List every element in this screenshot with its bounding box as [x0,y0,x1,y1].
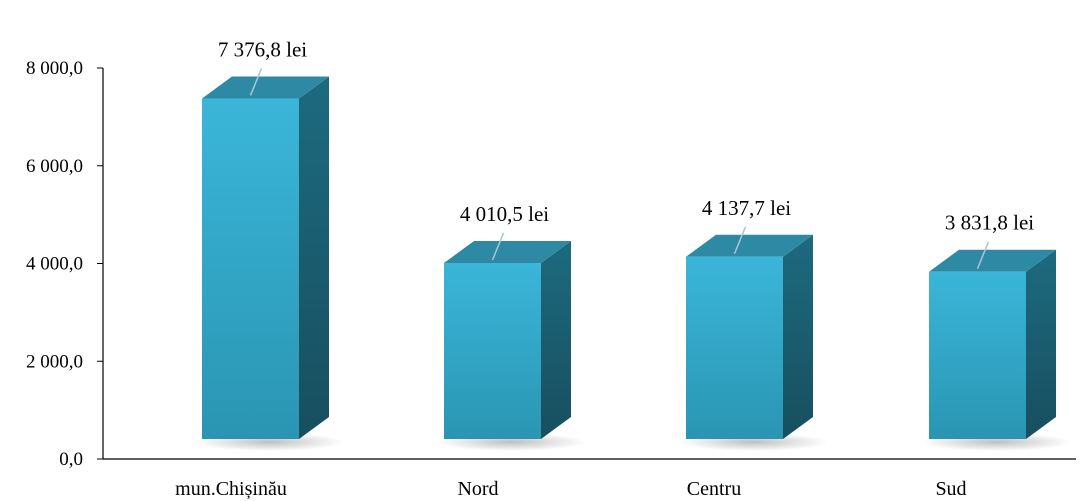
bar-front-face [202,98,299,440]
category-label: Sud [935,478,966,500]
bar-top-face [929,249,1056,272]
data-label: 7 376,8 lei [218,37,307,61]
bars-group: 7 376,8 lei 4 010,5 lei 4 137,7 lei 3 831,8… [195,37,1071,451]
bar-top-face [202,76,329,99]
bar-top-face [686,234,813,257]
bar-top-face [444,240,571,263]
bar-side-face [783,234,813,439]
bar-3: 3 831,8 lei [922,211,1071,451]
category-label: Nord [457,478,498,500]
bar-0: 7 376,8 lei [195,37,344,451]
data-label-leader [491,232,505,261]
bar-side-face [1026,249,1056,439]
data-label: 4 137,7 lei [702,196,791,220]
bar-front-face [686,256,783,439]
y-tick-label: 8 000,0 [26,58,83,79]
bar-side-face [299,76,329,440]
data-label: 3 831,8 lei [945,211,1034,235]
y-axis-ticks: 0,0 2 000,0 4 000,0 6 000,0 8 000,0 [26,58,103,470]
y-tick-label: 0,0 [59,449,83,470]
category-label: mun.Chișinău [175,478,287,500]
y-tick-label: 2 000,0 [26,351,83,372]
data-label-leader [249,68,263,96]
y-tick-label: 6 000,0 [26,156,83,177]
category-labels: mun.Chișinău Nord Centru Sud [175,478,966,500]
data-label-leader [976,241,990,270]
bar-2: 4 137,7 lei [679,196,828,451]
y-tick-label: 4 000,0 [26,254,83,275]
data-label: 4 010,5 lei [460,202,549,226]
category-label: Centru [687,478,741,500]
bar-side-face [541,240,571,439]
data-label-leader [733,226,747,255]
bar-front-face [444,262,541,439]
bar-front-face [929,271,1026,439]
bar-1: 4 010,5 lei [437,202,586,451]
